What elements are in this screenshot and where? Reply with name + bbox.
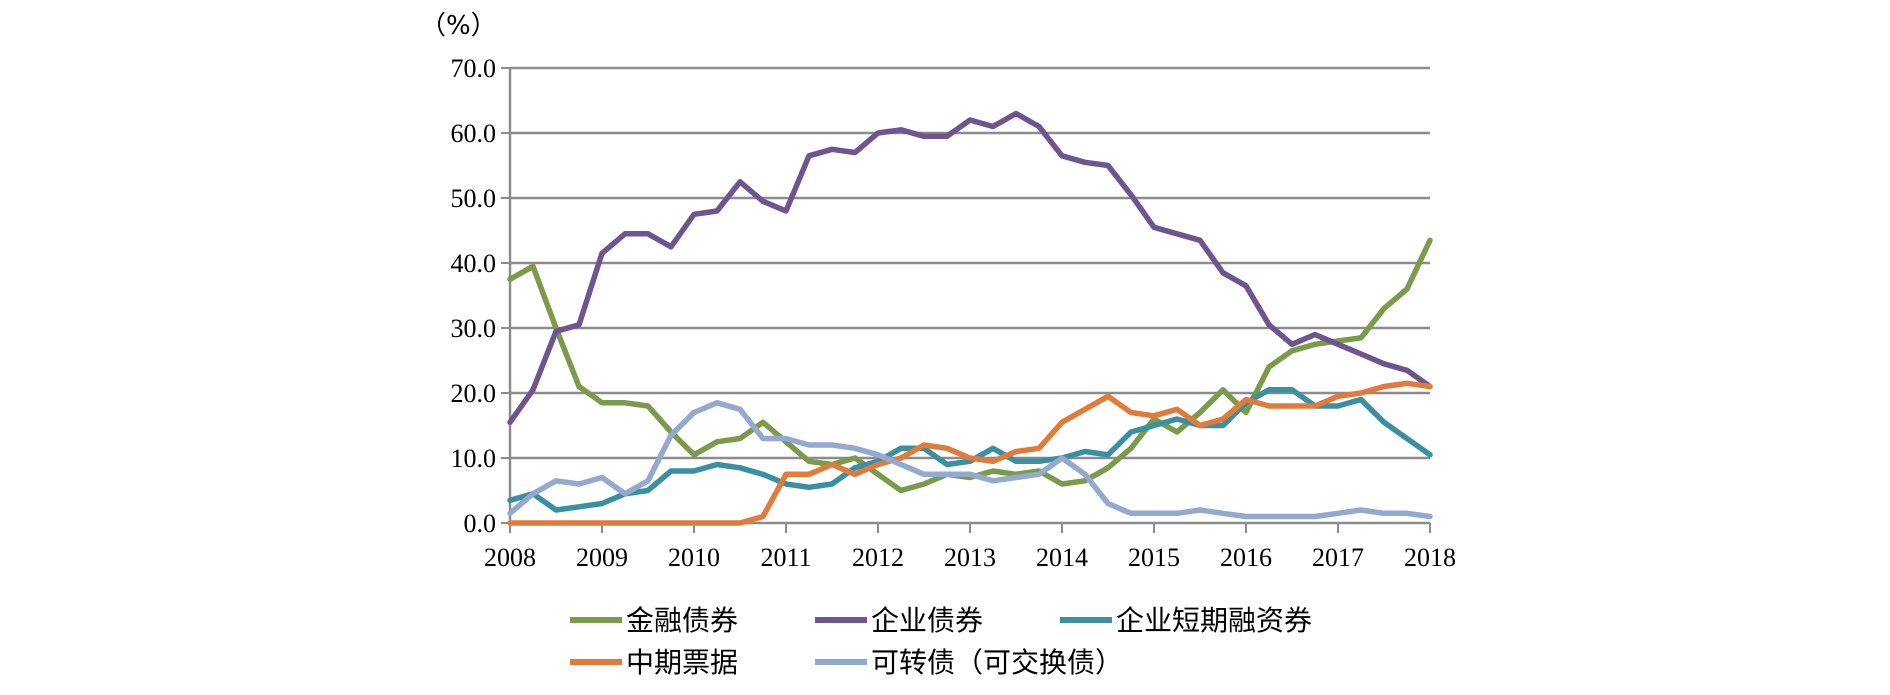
y-axis-ticks: 0.0 10.0 20.0 30.0 40.0 50.0 60.0 70.0 [451, 54, 510, 538]
x-tick-label: 2013 [944, 543, 996, 572]
x-tick-label: 2012 [852, 543, 904, 572]
series-line-5 [507, 400, 1433, 520]
legend-label-1: 金融债券 [626, 604, 738, 637]
y-tick-label: 0.0 [464, 509, 497, 538]
x-tick-label: 2008 [484, 543, 536, 572]
series-line-3 [507, 387, 1433, 513]
series-line-4 [507, 380, 1433, 526]
legend-label-5: 可转债（可交换债） [871, 646, 1123, 679]
axes [508, 68, 1430, 525]
x-tick-label: 2009 [576, 543, 628, 572]
series-line-2 [507, 110, 1433, 426]
x-tick-label: 2014 [1036, 543, 1088, 572]
x-tick-label: 2010 [668, 543, 720, 572]
data-series [507, 110, 1433, 526]
x-tick-label: 2011 [760, 543, 811, 572]
legend-label-3: 企业短期融资券 [1116, 604, 1312, 637]
y-unit-label: （%） [420, 11, 497, 41]
y-tick-label: 40.0 [451, 249, 497, 278]
y-tick-label: 30.0 [451, 314, 497, 343]
x-tick-label: 2018 [1404, 543, 1456, 572]
gridlines [510, 66, 1430, 460]
x-tick-label: 2016 [1220, 543, 1272, 572]
x-tick-label: 2017 [1312, 543, 1364, 572]
legend-label-4: 中期票据 [626, 646, 738, 679]
y-tick-label: 10.0 [451, 444, 497, 473]
y-tick-label: 70.0 [451, 54, 497, 83]
y-tick-label: 20.0 [451, 379, 497, 408]
legend-label-2: 企业债券 [871, 604, 983, 637]
x-tick-label: 2015 [1128, 543, 1180, 572]
series-line-1 [507, 237, 1433, 494]
y-tick-label: 50.0 [451, 184, 497, 213]
y-tick-label: 60.0 [451, 119, 497, 148]
x-axis-ticks: 2008 2009 2010 2011 2012 2013 2014 2015 2016 2017… [484, 523, 1456, 572]
